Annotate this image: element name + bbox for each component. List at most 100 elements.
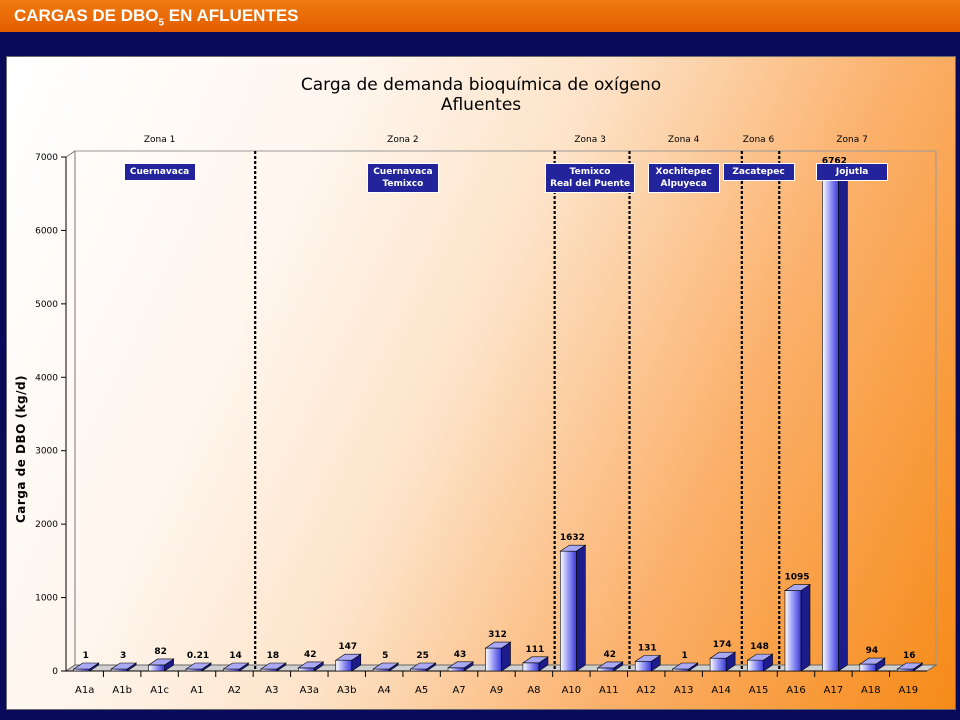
title-tail: EN AFLUENTES	[164, 6, 299, 25]
bar-a10	[560, 550, 577, 672]
value-label-a7: 43	[454, 650, 467, 660]
x-tick-label-a5: A5	[415, 685, 428, 696]
zone-label: Zona 1	[143, 135, 176, 145]
bar-a17-side	[838, 167, 848, 672]
value-label-a3a: 42	[304, 650, 317, 660]
bar-a13-top	[671, 662, 699, 670]
zone-city-name: Real del Puente	[550, 179, 631, 189]
zone-city-box: Temixco Real del Puente	[545, 163, 636, 193]
value-label-a1: 0.21	[187, 651, 209, 661]
value-label-a14: 174	[713, 640, 732, 650]
value-label-a19: 16	[903, 651, 916, 661]
bar-a8-top	[521, 656, 549, 664]
value-label-a1c: 82	[154, 647, 167, 657]
bar-a16-side	[800, 584, 811, 672]
bar-a3a-top	[297, 661, 325, 669]
bar-a1c	[148, 664, 165, 672]
value-label-a12: 131	[638, 643, 657, 653]
chart-panel: Carga de demanda bioquímica de oxígeno A…	[6, 56, 956, 710]
bar-a11-top	[596, 661, 624, 669]
value-label-a4: 5	[382, 651, 388, 661]
zone-city-name: Jojutla	[835, 167, 869, 177]
bar-a18	[859, 663, 877, 672]
y-tick-label: 2000	[35, 520, 58, 530]
bar-a15	[747, 659, 764, 672]
bar-a9	[485, 647, 502, 672]
left-wall	[65, 150, 76, 672]
bar-a17	[822, 174, 839, 672]
x-tick-label-a10: A10	[562, 685, 582, 696]
bar-a3a	[298, 667, 315, 672]
bar-a7	[447, 667, 465, 672]
value-label-a15: 148	[750, 642, 769, 652]
zone-label: Zona 7	[836, 135, 868, 145]
y-tick-label: 0	[52, 667, 58, 677]
zone-city-name: Cuernavaca	[373, 167, 433, 177]
x-tick-label-a3: A3	[265, 685, 278, 696]
bar-a19-top	[896, 662, 924, 670]
x-tick-label-a14: A14	[711, 685, 731, 696]
zone-city-name: Alpuyeca	[660, 179, 707, 189]
zone-city-name: Xochitepec	[655, 167, 712, 177]
bar-a12-top	[634, 655, 662, 662]
value-label-a2: 14	[229, 651, 242, 661]
y-tick-label: 6000	[35, 226, 58, 236]
zone-city-box: Jojutla	[816, 163, 889, 181]
value-label-a10: 1632	[560, 533, 585, 543]
bar-a1a-top	[72, 662, 100, 670]
bar-a16-top	[783, 584, 811, 591]
x-tick-label-a1a: A1a	[75, 685, 94, 696]
page-title: CARGAS DE DBO5 EN AFLUENTES	[14, 6, 299, 28]
value-label-a1b: 3	[120, 651, 126, 661]
bar-a4-top	[372, 662, 400, 670]
y-tick-label: 5000	[35, 300, 58, 310]
back-wall-edge	[75, 150, 937, 665]
x-tick-label-a17: A17	[824, 685, 844, 696]
zone-label: Zona 3	[574, 135, 606, 145]
chart-title: Carga de demanda bioquímica de oxígeno	[300, 75, 662, 95]
bar-a18-top	[858, 657, 886, 665]
zone-label: Zona 4	[667, 135, 700, 145]
zone-city-box: Cuernavaca Temixco	[366, 163, 439, 193]
value-label-a18: 94	[866, 646, 879, 656]
x-tick-label-a1: A1	[190, 685, 203, 696]
x-tick-label-a18: A18	[861, 685, 881, 696]
y-tick-label: 1000	[35, 594, 58, 604]
value-label-a11: 42	[604, 650, 617, 660]
value-label-a16: 1095	[784, 573, 809, 583]
zone-label: Zona 2	[387, 135, 419, 145]
bar-a1b-top	[110, 662, 138, 670]
x-tick-label-a3a: A3a	[300, 685, 319, 696]
x-tick-label-a13: A13	[674, 685, 694, 696]
bar-a8	[522, 662, 540, 672]
zone-city-name: Temixco	[569, 167, 611, 177]
zone-city-box: Xochitepec Alpuyeca	[647, 163, 720, 193]
bar-a3b	[335, 659, 353, 672]
bar-a15-top	[746, 653, 774, 661]
value-label-a8: 111	[526, 645, 545, 655]
x-tick-label-a4: A4	[378, 685, 391, 696]
title-subscript: 5	[158, 17, 165, 29]
y-tick-label: 7000	[35, 153, 58, 163]
bar-a16	[784, 590, 802, 672]
y-tick-label: 4000	[35, 373, 58, 383]
bar-a14	[709, 657, 727, 672]
zone-city-name: Temixco	[382, 179, 424, 189]
value-label-a9: 312	[488, 630, 507, 640]
x-tick-label-a9: A9	[490, 685, 503, 696]
zone-city-box: Cuernavaca	[123, 163, 196, 181]
x-tick-label-a12: A12	[636, 685, 656, 696]
chart-subtitle: Afluentes	[440, 95, 522, 115]
bar-a3-top	[259, 662, 287, 670]
x-tick-label-a15: A15	[749, 685, 769, 696]
bar-a1-top	[185, 662, 213, 670]
bar-a14-top	[709, 651, 737, 659]
zone-city-name: Zacatepec	[732, 167, 785, 177]
x-tick-label-a16: A16	[786, 685, 806, 696]
bar-a9-top	[484, 641, 512, 649]
value-label-a1a: 1	[83, 651, 89, 661]
zone-label: Zona 6	[742, 135, 775, 145]
bar-a5-top	[409, 662, 437, 670]
x-tick-label-a2: A2	[228, 685, 241, 696]
bar-a10-top	[559, 544, 587, 552]
